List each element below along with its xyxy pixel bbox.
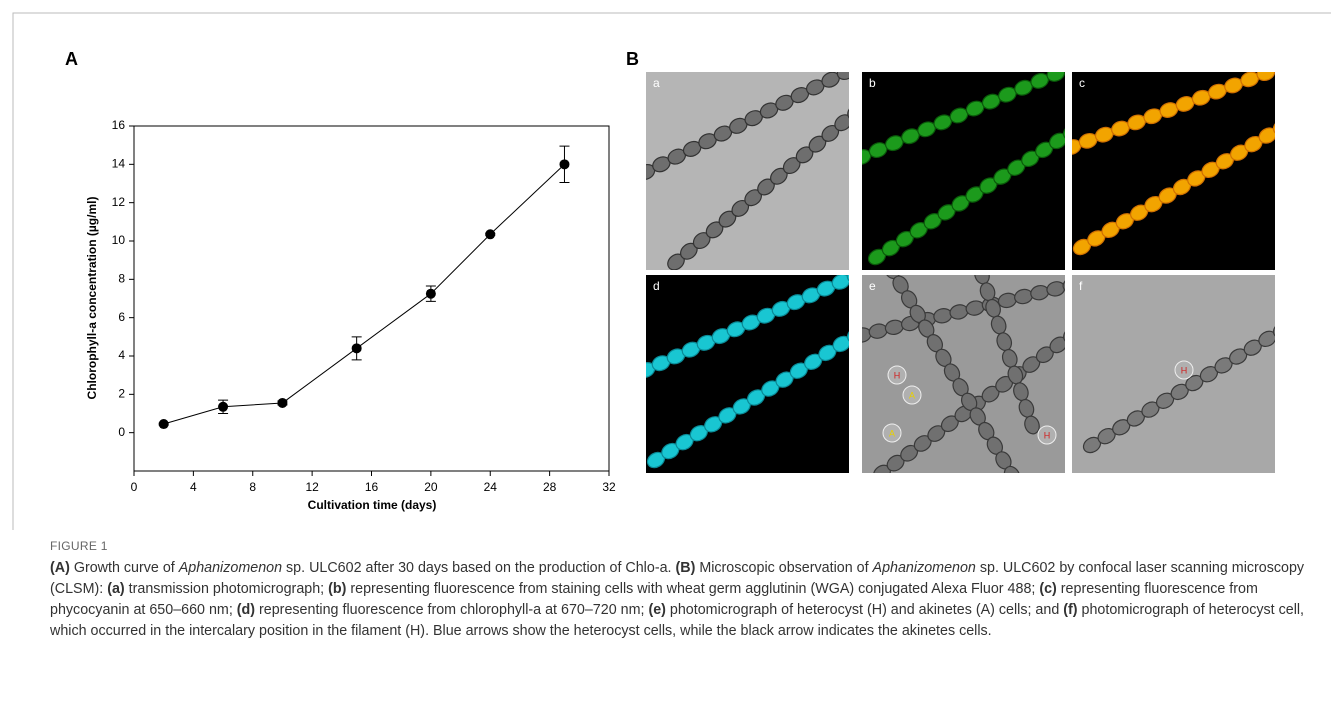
caption-run: (b): [328, 581, 347, 597]
panel-label: A: [65, 49, 78, 69]
cell: [831, 275, 849, 290]
y-tick-label: 12: [112, 195, 126, 209]
y-tick-label: 6: [118, 310, 125, 324]
data-point: [425, 288, 436, 299]
caption-run: (A): [50, 560, 70, 576]
y-tick-label: 2: [118, 387, 125, 401]
caption-run: Aphanizomenon: [178, 560, 283, 576]
y-tick-label: 14: [112, 157, 126, 171]
y-tick-label: 0: [118, 425, 125, 439]
micrograph: fH: [1072, 275, 1275, 473]
x-tick-label: 16: [365, 480, 379, 494]
cell: [1258, 330, 1275, 348]
cell: [1272, 118, 1275, 136]
plot-frame: [133, 125, 610, 472]
data-point: [485, 229, 496, 240]
x-tick-label: 28: [543, 480, 557, 494]
data-point: [277, 397, 288, 408]
panel-letter: f: [1079, 279, 1083, 293]
x-tick-label: 32: [602, 480, 616, 494]
caption-run: (B): [675, 560, 696, 576]
cell: [1272, 321, 1275, 339]
y-tick-label: 4: [118, 348, 125, 362]
y-tick-label: 8: [118, 272, 125, 286]
caption-run: (d): [236, 602, 256, 618]
panel-letter: b: [869, 76, 876, 90]
caption: (A) Growth curve of Aphanizomenon sp. UL…: [50, 558, 1310, 642]
y-axis-label: Chlorophyll-a concentration (µg/ml): [85, 197, 99, 400]
marker-label: A: [909, 390, 915, 400]
caption-run: photomicrograph of heterocyst (H) and ak…: [665, 602, 1064, 618]
data-line: [163, 163, 565, 425]
panel-letter: c: [1079, 76, 1085, 90]
figure: A B Cultivation time (days) Chlorophyll-…: [12, 12, 1331, 530]
caption-run: transmission photomicrograph;: [124, 581, 329, 597]
cell: [846, 326, 849, 344]
micrograph-background: [862, 72, 1065, 270]
caption-run: sp. ULC602 after 30 days based on the pr…: [282, 560, 676, 576]
x-axis-label: Cultivation time (days): [308, 498, 437, 512]
cell: [1049, 336, 1065, 354]
y-tick-label: 10: [112, 233, 126, 247]
cell: [834, 114, 849, 132]
y-tick-label: 16: [112, 118, 126, 132]
panel-letter: d: [653, 279, 660, 293]
micrograph-background: [646, 72, 849, 270]
caption-run: Growth curve of: [69, 560, 179, 576]
x-tick-label: 4: [190, 480, 197, 494]
caption-run: representing fluorescence from staining …: [346, 581, 1040, 597]
cell: [1024, 415, 1040, 435]
data-point: [351, 343, 362, 354]
cell: [1046, 72, 1065, 82]
marker-ring: [887, 365, 907, 385]
caption-run: (f): [1063, 602, 1078, 618]
figure-number: FIGURE 1: [50, 539, 108, 553]
marker-ring: [902, 385, 922, 405]
cell: [1063, 326, 1065, 344]
caption-run: Microscopic observation of: [695, 560, 873, 576]
caption-run: sp. ULC602 by confocal laser scanning mi…: [50, 560, 1305, 597]
caption-run: representing fluorescence from chlorophy…: [255, 602, 649, 618]
cell: [832, 335, 849, 353]
panel-letter: e: [869, 279, 876, 293]
caption-run: (a): [107, 581, 125, 597]
marker-label: A: [889, 428, 895, 438]
cell: [1062, 123, 1065, 141]
micrograph: a: [646, 72, 849, 270]
caption-run: (c): [1039, 581, 1057, 597]
caption-run: representing fluorescence from phycocyan…: [50, 581, 1258, 618]
marker-label: H: [894, 370, 901, 380]
frame: [12, 12, 1331, 530]
cell: [846, 275, 849, 283]
marker-ring: [1037, 425, 1057, 445]
marker-label: H: [1044, 430, 1051, 440]
cell: [1258, 127, 1275, 144]
x-tick-label: 20: [424, 480, 438, 494]
cell: [1256, 72, 1275, 82]
caption-run: (e): [648, 602, 666, 618]
panel-label: B: [626, 49, 639, 69]
cell: [1062, 277, 1065, 293]
data-point: [158, 419, 169, 430]
micrograph: d: [646, 275, 849, 473]
x-tick-label: 8: [249, 480, 256, 494]
micrograph: c: [1072, 72, 1275, 270]
x-tick-label: 0: [131, 480, 138, 494]
marker-ring: [882, 423, 902, 443]
cell: [836, 72, 849, 81]
marker-label: H: [1181, 365, 1188, 375]
data-point: [218, 401, 229, 412]
data-point: [559, 159, 570, 170]
cell: [1003, 465, 1021, 473]
caption-run: photomicrograph of heterocyst cell, whic…: [50, 602, 1305, 639]
x-tick-label: 12: [305, 480, 319, 494]
micrograph: b: [862, 72, 1065, 270]
x-tick-label: 24: [484, 480, 498, 494]
cell: [1049, 132, 1065, 150]
caption-run: Aphanizomenon: [872, 560, 976, 576]
marker-ring: [1174, 360, 1194, 380]
panel-letter: a: [653, 76, 660, 90]
